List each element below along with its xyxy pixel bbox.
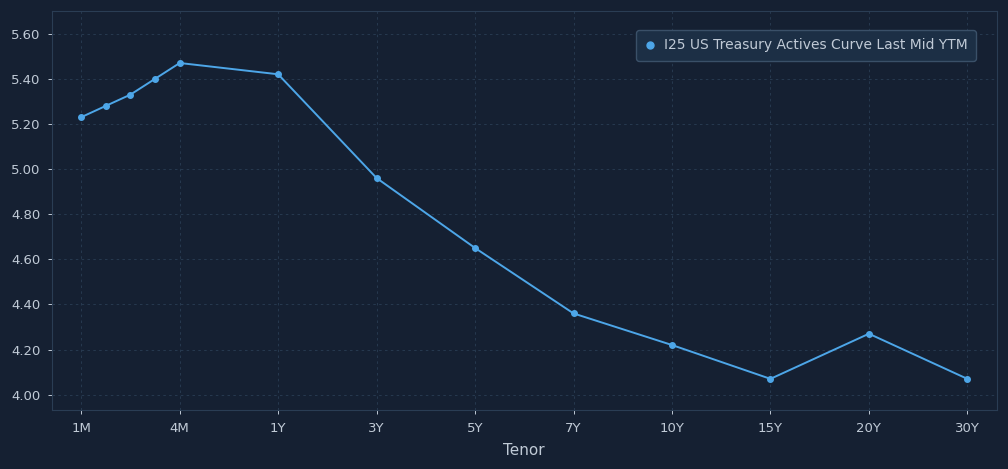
Legend: I25 US Treasury Actives Curve Last Mid YTM: I25 US Treasury Actives Curve Last Mid Y… — [636, 30, 976, 61]
X-axis label: Tenor: Tenor — [503, 443, 545, 458]
